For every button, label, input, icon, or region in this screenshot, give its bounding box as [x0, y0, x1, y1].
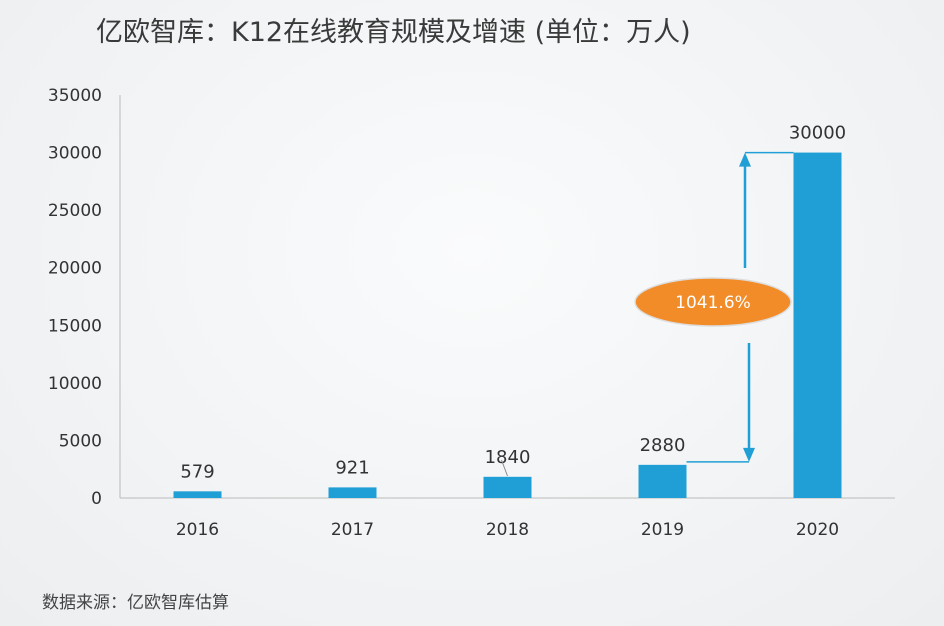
data-label: 1840 [485, 447, 531, 468]
bar-2017 [328, 487, 377, 498]
x-tick-label: 2016 [176, 520, 219, 540]
arrow-up-icon [739, 152, 751, 167]
x-tick-label: 2018 [486, 520, 529, 540]
arrow-down-icon [743, 447, 755, 462]
chart-title: 亿欧智库：K12在线教育规模及增速 (单位：万人) [96, 17, 691, 48]
y-tick-label: 10000 [48, 374, 102, 394]
data-label: 2880 [640, 435, 686, 456]
growth-ellipse [634, 277, 792, 327]
y-tick-label: 0 [91, 489, 102, 509]
x-tick-label: 2020 [796, 520, 839, 540]
y-tick-label: 15000 [48, 316, 102, 336]
y-tick-label: 5000 [59, 431, 102, 451]
growth-label: 1041.6% [675, 293, 751, 313]
y-tick-label: 30000 [48, 144, 102, 164]
y-tick-label: 35000 [48, 86, 102, 106]
data-label: 579 [180, 461, 214, 482]
x-tick-label: 2019 [641, 520, 684, 540]
bar-2020 [793, 152, 842, 499]
bar-2016 [173, 491, 222, 498]
x-tick-label: 2017 [331, 520, 374, 540]
bar-2019 [638, 464, 687, 498]
data-label: 921 [335, 457, 369, 478]
y-tick-label: 25000 [48, 201, 102, 221]
bar-2018 [483, 476, 532, 498]
source-note: 数据来源：亿欧智库估算 [42, 593, 229, 613]
data-label: 30000 [789, 123, 846, 144]
y-tick-label: 20000 [48, 259, 102, 279]
leader-line [501, 459, 508, 477]
